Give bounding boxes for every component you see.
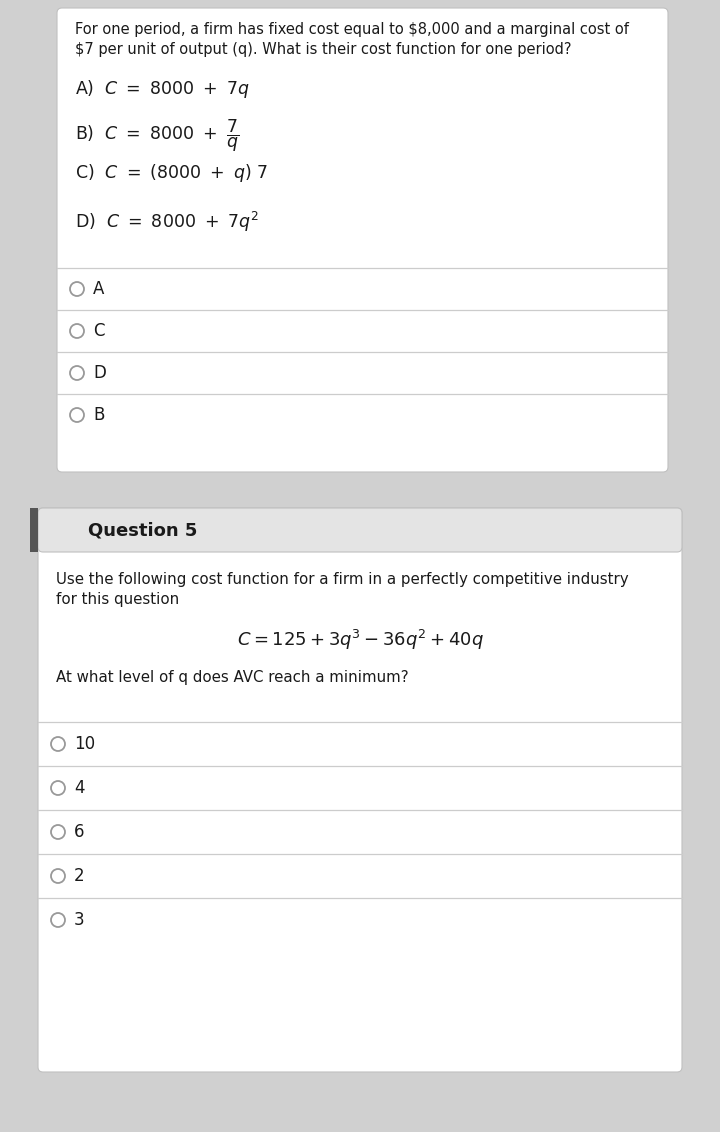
Text: D)  $C\ =\ 8000\ +\ 7q^2$: D) $C\ =\ 8000\ +\ 7q^2$: [75, 211, 259, 234]
Text: Use the following cost function for a firm in a perfectly competitive industry: Use the following cost function for a fi…: [56, 572, 629, 588]
Text: 4: 4: [74, 779, 84, 797]
Circle shape: [70, 366, 84, 380]
Circle shape: [70, 324, 84, 338]
Circle shape: [51, 825, 65, 839]
Text: A: A: [93, 280, 104, 298]
Text: C: C: [93, 321, 104, 340]
Text: 2: 2: [74, 867, 85, 885]
Text: B: B: [93, 406, 104, 424]
Circle shape: [70, 282, 84, 295]
Text: D: D: [93, 365, 106, 381]
Text: $7 per unit of output (q). What is their cost function for one period?: $7 per unit of output (q). What is their…: [75, 42, 572, 57]
Circle shape: [70, 408, 84, 422]
Circle shape: [51, 914, 65, 927]
FancyBboxPatch shape: [38, 508, 682, 552]
Circle shape: [51, 869, 65, 883]
Text: 10: 10: [74, 735, 95, 753]
Text: 3: 3: [74, 911, 85, 929]
Bar: [30, 508, 38, 552]
Circle shape: [51, 737, 65, 751]
FancyBboxPatch shape: [38, 508, 682, 1072]
Text: For one period, a firm has fixed cost equal to $8,000 and a marginal cost of: For one period, a firm has fixed cost eq…: [75, 22, 629, 37]
Text: 6: 6: [74, 823, 84, 841]
Text: Question 5: Question 5: [88, 521, 197, 539]
Text: A)  $C\ =\ 8000\ +\ 7q$: A) $C\ =\ 8000\ +\ 7q$: [75, 78, 250, 100]
Text: $C = 125 + 3q^3 - 36q^2 + 40q$: $C = 125 + 3q^3 - 36q^2 + 40q$: [237, 628, 483, 652]
Text: for this question: for this question: [56, 592, 179, 607]
Text: At what level of q does AVC reach a minimum?: At what level of q does AVC reach a mini…: [56, 670, 409, 685]
Text: C)  $C\ =\ (8000\ +\ q)\ 7$: C) $C\ =\ (8000\ +\ q)\ 7$: [75, 162, 269, 185]
Text: B)  $C\ =\ 8000\ +\ \dfrac{7}{q}$: B) $C\ =\ 8000\ +\ \dfrac{7}{q}$: [75, 118, 239, 154]
Circle shape: [51, 781, 65, 795]
FancyBboxPatch shape: [57, 8, 668, 472]
